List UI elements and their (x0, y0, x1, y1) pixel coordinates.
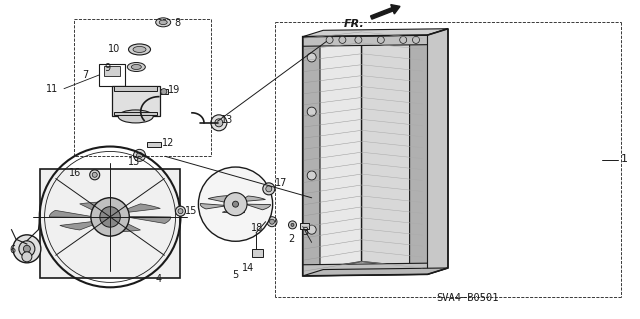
Text: 2: 2 (288, 234, 294, 244)
Bar (160, 89, 168, 94)
Circle shape (307, 171, 316, 180)
Circle shape (215, 119, 223, 127)
Circle shape (211, 115, 227, 131)
Text: 6: 6 (10, 245, 16, 256)
Text: 19: 19 (168, 85, 180, 95)
Text: 10: 10 (108, 44, 120, 55)
Text: 16: 16 (69, 168, 82, 178)
FancyArrow shape (371, 4, 400, 19)
Text: 17: 17 (275, 178, 288, 189)
Circle shape (400, 36, 406, 43)
Polygon shape (40, 169, 180, 278)
Circle shape (326, 36, 333, 43)
Circle shape (291, 223, 294, 226)
Polygon shape (222, 207, 244, 213)
Circle shape (269, 219, 275, 224)
Bar (99, 64, 125, 86)
Polygon shape (60, 220, 104, 230)
Circle shape (90, 170, 100, 180)
Circle shape (307, 53, 316, 62)
Bar (252, 249, 263, 257)
Text: 13: 13 (128, 157, 141, 167)
Text: 15: 15 (184, 205, 197, 216)
Circle shape (413, 36, 419, 43)
Circle shape (92, 172, 97, 177)
Circle shape (355, 36, 362, 43)
Circle shape (339, 36, 346, 43)
Text: 11: 11 (46, 84, 59, 94)
Polygon shape (208, 196, 228, 203)
Text: 7: 7 (82, 70, 88, 80)
Text: 14: 14 (242, 263, 255, 273)
Circle shape (136, 152, 143, 158)
Ellipse shape (159, 20, 167, 25)
Polygon shape (49, 210, 94, 218)
Polygon shape (304, 32, 362, 271)
Text: 9: 9 (104, 63, 111, 73)
Text: 4: 4 (156, 274, 162, 284)
Ellipse shape (127, 63, 145, 71)
Circle shape (267, 217, 277, 227)
Circle shape (24, 245, 30, 252)
Circle shape (289, 221, 296, 229)
Circle shape (266, 186, 272, 192)
Polygon shape (126, 216, 171, 224)
Circle shape (263, 183, 275, 195)
Bar (112, 86, 160, 116)
Polygon shape (200, 204, 226, 209)
Polygon shape (303, 263, 428, 276)
Polygon shape (303, 35, 428, 46)
Polygon shape (362, 32, 422, 268)
Circle shape (22, 252, 32, 262)
Circle shape (91, 198, 129, 236)
Polygon shape (79, 202, 106, 214)
Bar (104, 66, 120, 76)
Text: 8: 8 (175, 18, 181, 28)
Bar (114, 112, 157, 115)
Circle shape (307, 225, 316, 234)
Text: 12: 12 (161, 138, 174, 148)
Ellipse shape (133, 47, 146, 52)
Circle shape (161, 89, 167, 94)
Polygon shape (303, 29, 448, 37)
Bar (147, 142, 161, 147)
Ellipse shape (131, 64, 141, 70)
Circle shape (134, 149, 145, 161)
Circle shape (19, 241, 35, 257)
Text: 3: 3 (302, 227, 308, 237)
Polygon shape (410, 35, 428, 274)
Circle shape (100, 207, 120, 227)
Bar (300, 223, 309, 229)
Ellipse shape (118, 110, 153, 123)
Ellipse shape (156, 18, 171, 27)
Polygon shape (247, 204, 271, 210)
Circle shape (178, 209, 183, 214)
Polygon shape (115, 220, 141, 232)
Ellipse shape (129, 44, 150, 55)
Polygon shape (239, 196, 266, 202)
Circle shape (307, 107, 316, 116)
Polygon shape (116, 204, 161, 213)
Circle shape (378, 36, 384, 43)
Text: 1: 1 (621, 154, 627, 165)
Circle shape (13, 235, 41, 263)
Circle shape (175, 206, 186, 216)
Circle shape (224, 193, 247, 216)
Circle shape (198, 167, 273, 241)
Text: 13: 13 (221, 115, 234, 125)
Polygon shape (428, 29, 448, 274)
Circle shape (232, 201, 239, 207)
Text: 18: 18 (251, 223, 264, 233)
Polygon shape (303, 35, 320, 274)
Bar (114, 86, 157, 91)
Text: FR.: FR. (344, 19, 365, 29)
Polygon shape (303, 268, 448, 276)
Text: 5: 5 (232, 270, 239, 280)
Text: SVA4−B0501: SVA4−B0501 (436, 293, 499, 303)
